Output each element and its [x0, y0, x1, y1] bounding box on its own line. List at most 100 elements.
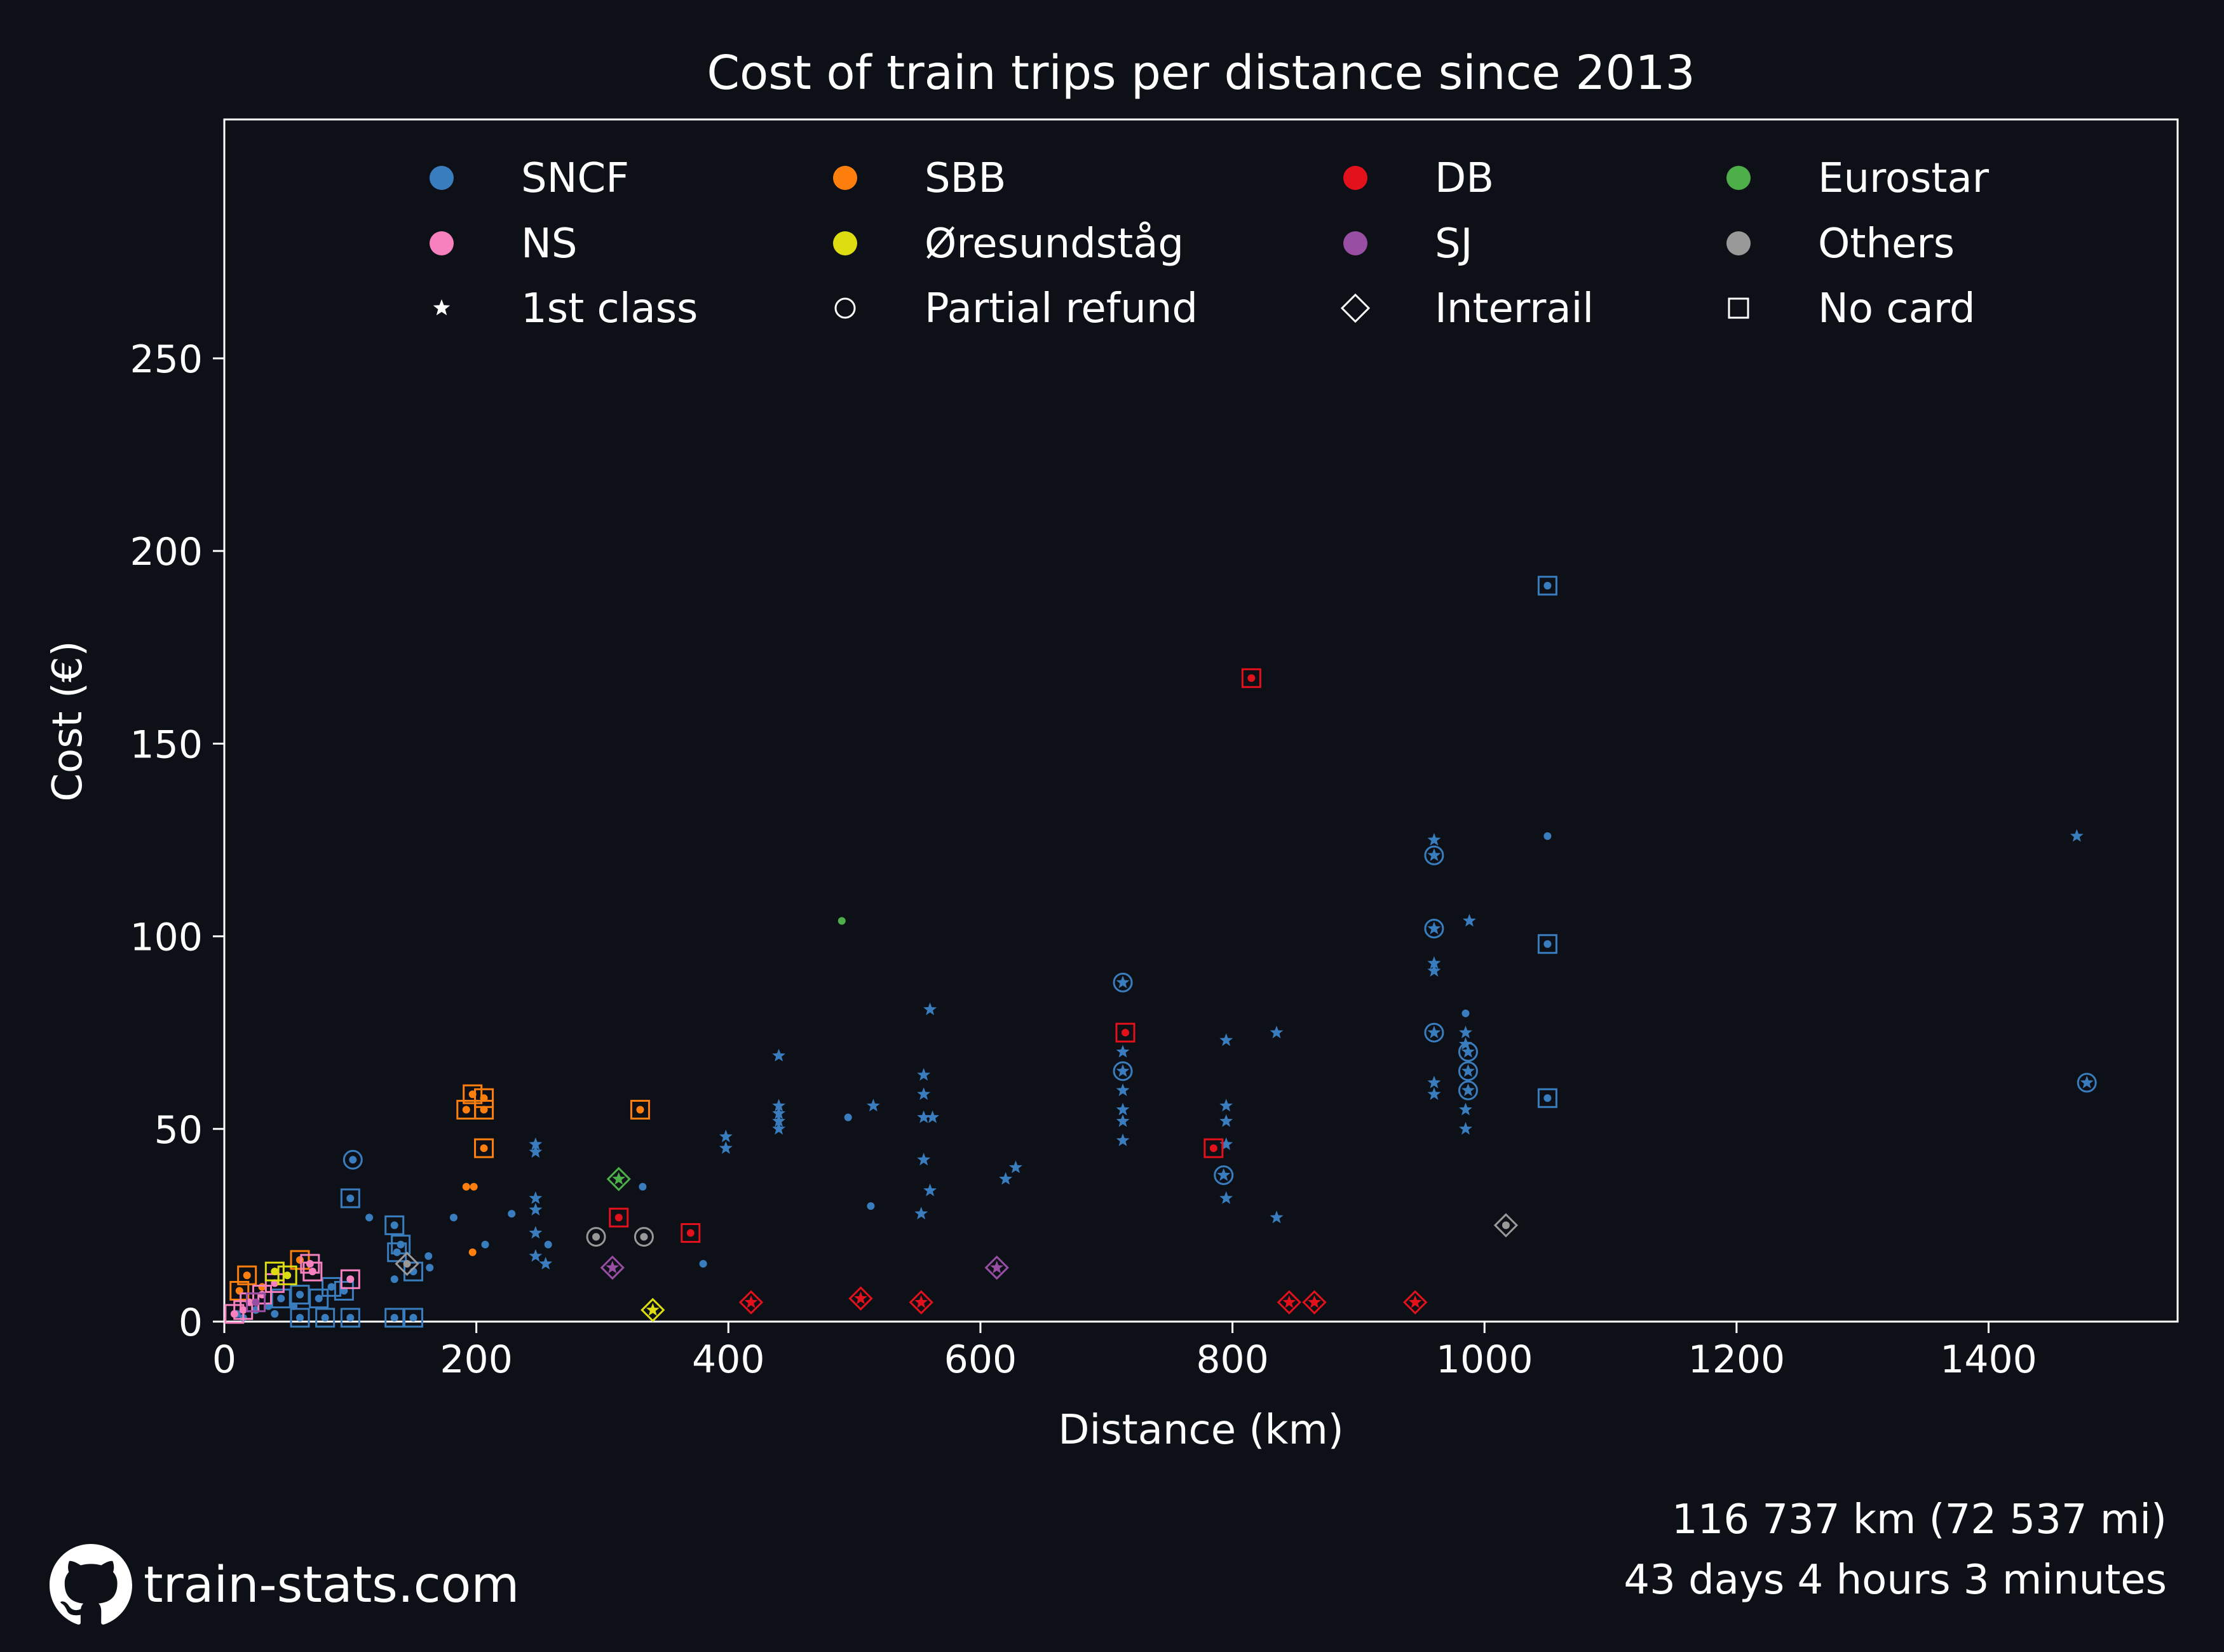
first-class-point — [772, 1106, 786, 1120]
first-class-point — [914, 1295, 928, 1308]
data-point — [306, 1260, 314, 1268]
data-point — [1247, 674, 1256, 682]
data-point — [462, 1182, 470, 1191]
data-point — [844, 1113, 852, 1121]
no-card-marker — [403, 1308, 423, 1328]
no-card-marker — [309, 1289, 329, 1309]
legend-interrail-marker — [1340, 293, 1371, 323]
no-card-marker — [340, 1188, 360, 1209]
first-class-point — [1116, 975, 1130, 989]
interrail-marker — [738, 1290, 764, 1315]
total-distance: 116 737 km (72 537 mi) — [1671, 1496, 2167, 1543]
first-class-point — [854, 1291, 867, 1304]
no-card-marker — [315, 1308, 336, 1328]
total-duration: 43 days 4 hours 3 minutes — [1624, 1557, 2167, 1604]
data-point — [468, 1248, 477, 1256]
x-tick-label: 200 — [440, 1337, 513, 1382]
first-class-point — [772, 1121, 786, 1135]
data-point — [390, 1221, 398, 1229]
first-class-point — [1116, 1114, 1130, 1127]
no-card-marker — [681, 1223, 701, 1243]
data-point — [614, 1214, 623, 1222]
x-tick-label: 1200 — [1688, 1337, 1786, 1382]
partial-refund-marker — [342, 1149, 363, 1170]
data-point — [592, 1233, 600, 1241]
first-class-point — [1116, 1045, 1130, 1058]
first-class-point — [539, 1257, 553, 1269]
no-card-marker — [1115, 1022, 1136, 1043]
brand-link[interactable]: train-stats.com — [50, 1544, 519, 1627]
x-tick-label: 600 — [944, 1337, 1017, 1382]
no-card-marker — [237, 1265, 257, 1285]
data-point — [321, 1313, 329, 1322]
data-point — [258, 1283, 266, 1291]
plot-frame — [223, 118, 2179, 1323]
data-point — [365, 1214, 374, 1222]
partial-refund-marker — [1424, 918, 1444, 938]
data-point — [1209, 1144, 1217, 1153]
first-class-point — [1270, 1210, 1284, 1224]
first-class-point — [529, 1145, 543, 1158]
data-point — [295, 1313, 304, 1322]
first-class-point — [1009, 1160, 1022, 1174]
first-class-point — [1459, 1026, 1472, 1039]
legend-sbb-marker — [833, 166, 857, 190]
legend-others-marker — [1726, 231, 1751, 255]
first-class-point — [1459, 1102, 1472, 1116]
first-class-point — [1459, 1121, 1472, 1135]
first-class-point — [1116, 1083, 1130, 1097]
no-card-marker — [322, 1276, 342, 1297]
no-card-marker — [387, 1242, 407, 1263]
first-class-point — [529, 1191, 543, 1204]
no-card-marker — [252, 1285, 272, 1305]
partial-refund-marker — [1458, 1080, 1478, 1100]
interrail-marker — [984, 1255, 1009, 1280]
first-class-point — [1116, 1134, 1130, 1146]
data-point — [1543, 940, 1552, 948]
first-class-point — [606, 1261, 620, 1273]
data-point — [1543, 1094, 1552, 1102]
interrail-marker — [1277, 1290, 1301, 1315]
y-tick-label: 100 — [130, 916, 203, 960]
data-point — [640, 1233, 648, 1241]
data-point — [480, 1106, 488, 1114]
data-point — [1543, 832, 1552, 840]
y-tick-label: 150 — [130, 722, 203, 767]
x-tick-label: 1400 — [1940, 1337, 2037, 1382]
partial-refund-marker — [1424, 1022, 1444, 1043]
x-tick-label: 0 — [212, 1337, 236, 1382]
data-point — [867, 1202, 875, 1210]
interrail-marker — [1493, 1213, 1519, 1238]
no-card-marker — [302, 1261, 323, 1282]
data-point — [295, 1290, 304, 1299]
axes: 0 200 400 600 800 1000 1200 1400 0 50 100 150 200 250 — [130, 118, 2179, 1382]
no-card-marker — [1537, 1088, 1557, 1108]
first-class-point — [529, 1137, 543, 1150]
first-class-point — [1219, 1099, 1233, 1112]
legend-sj-label: SJ — [1435, 220, 1473, 267]
data-point — [295, 1256, 304, 1264]
no-card-marker — [334, 1280, 354, 1301]
data-point — [390, 1313, 398, 1322]
partial-refund-marker — [1424, 845, 1444, 865]
y-axis-label: Cost (€) — [44, 640, 92, 801]
first-class-point — [1116, 1102, 1130, 1116]
chart-title: Cost of train trips per distance since 2… — [707, 46, 1695, 100]
data-point — [544, 1240, 552, 1249]
data-point — [699, 1260, 707, 1268]
no-card-marker — [340, 1308, 360, 1328]
x-tick-label: 800 — [1196, 1337, 1269, 1382]
brand-label: train-stats.com — [144, 1557, 520, 1614]
first-class-point — [1219, 1114, 1233, 1127]
interrail-marker — [395, 1251, 419, 1276]
no-card-marker — [290, 1250, 310, 1270]
first-class-point — [744, 1295, 758, 1308]
no-card-marker — [246, 1292, 266, 1313]
data-point — [243, 1271, 251, 1280]
legend-ns-label: NS — [521, 220, 578, 267]
github-icon — [50, 1544, 132, 1625]
interrail-marker — [1302, 1290, 1327, 1315]
first-class-point — [1217, 1168, 1231, 1181]
legend-eurostar-label: Eurostar — [1818, 155, 1990, 202]
